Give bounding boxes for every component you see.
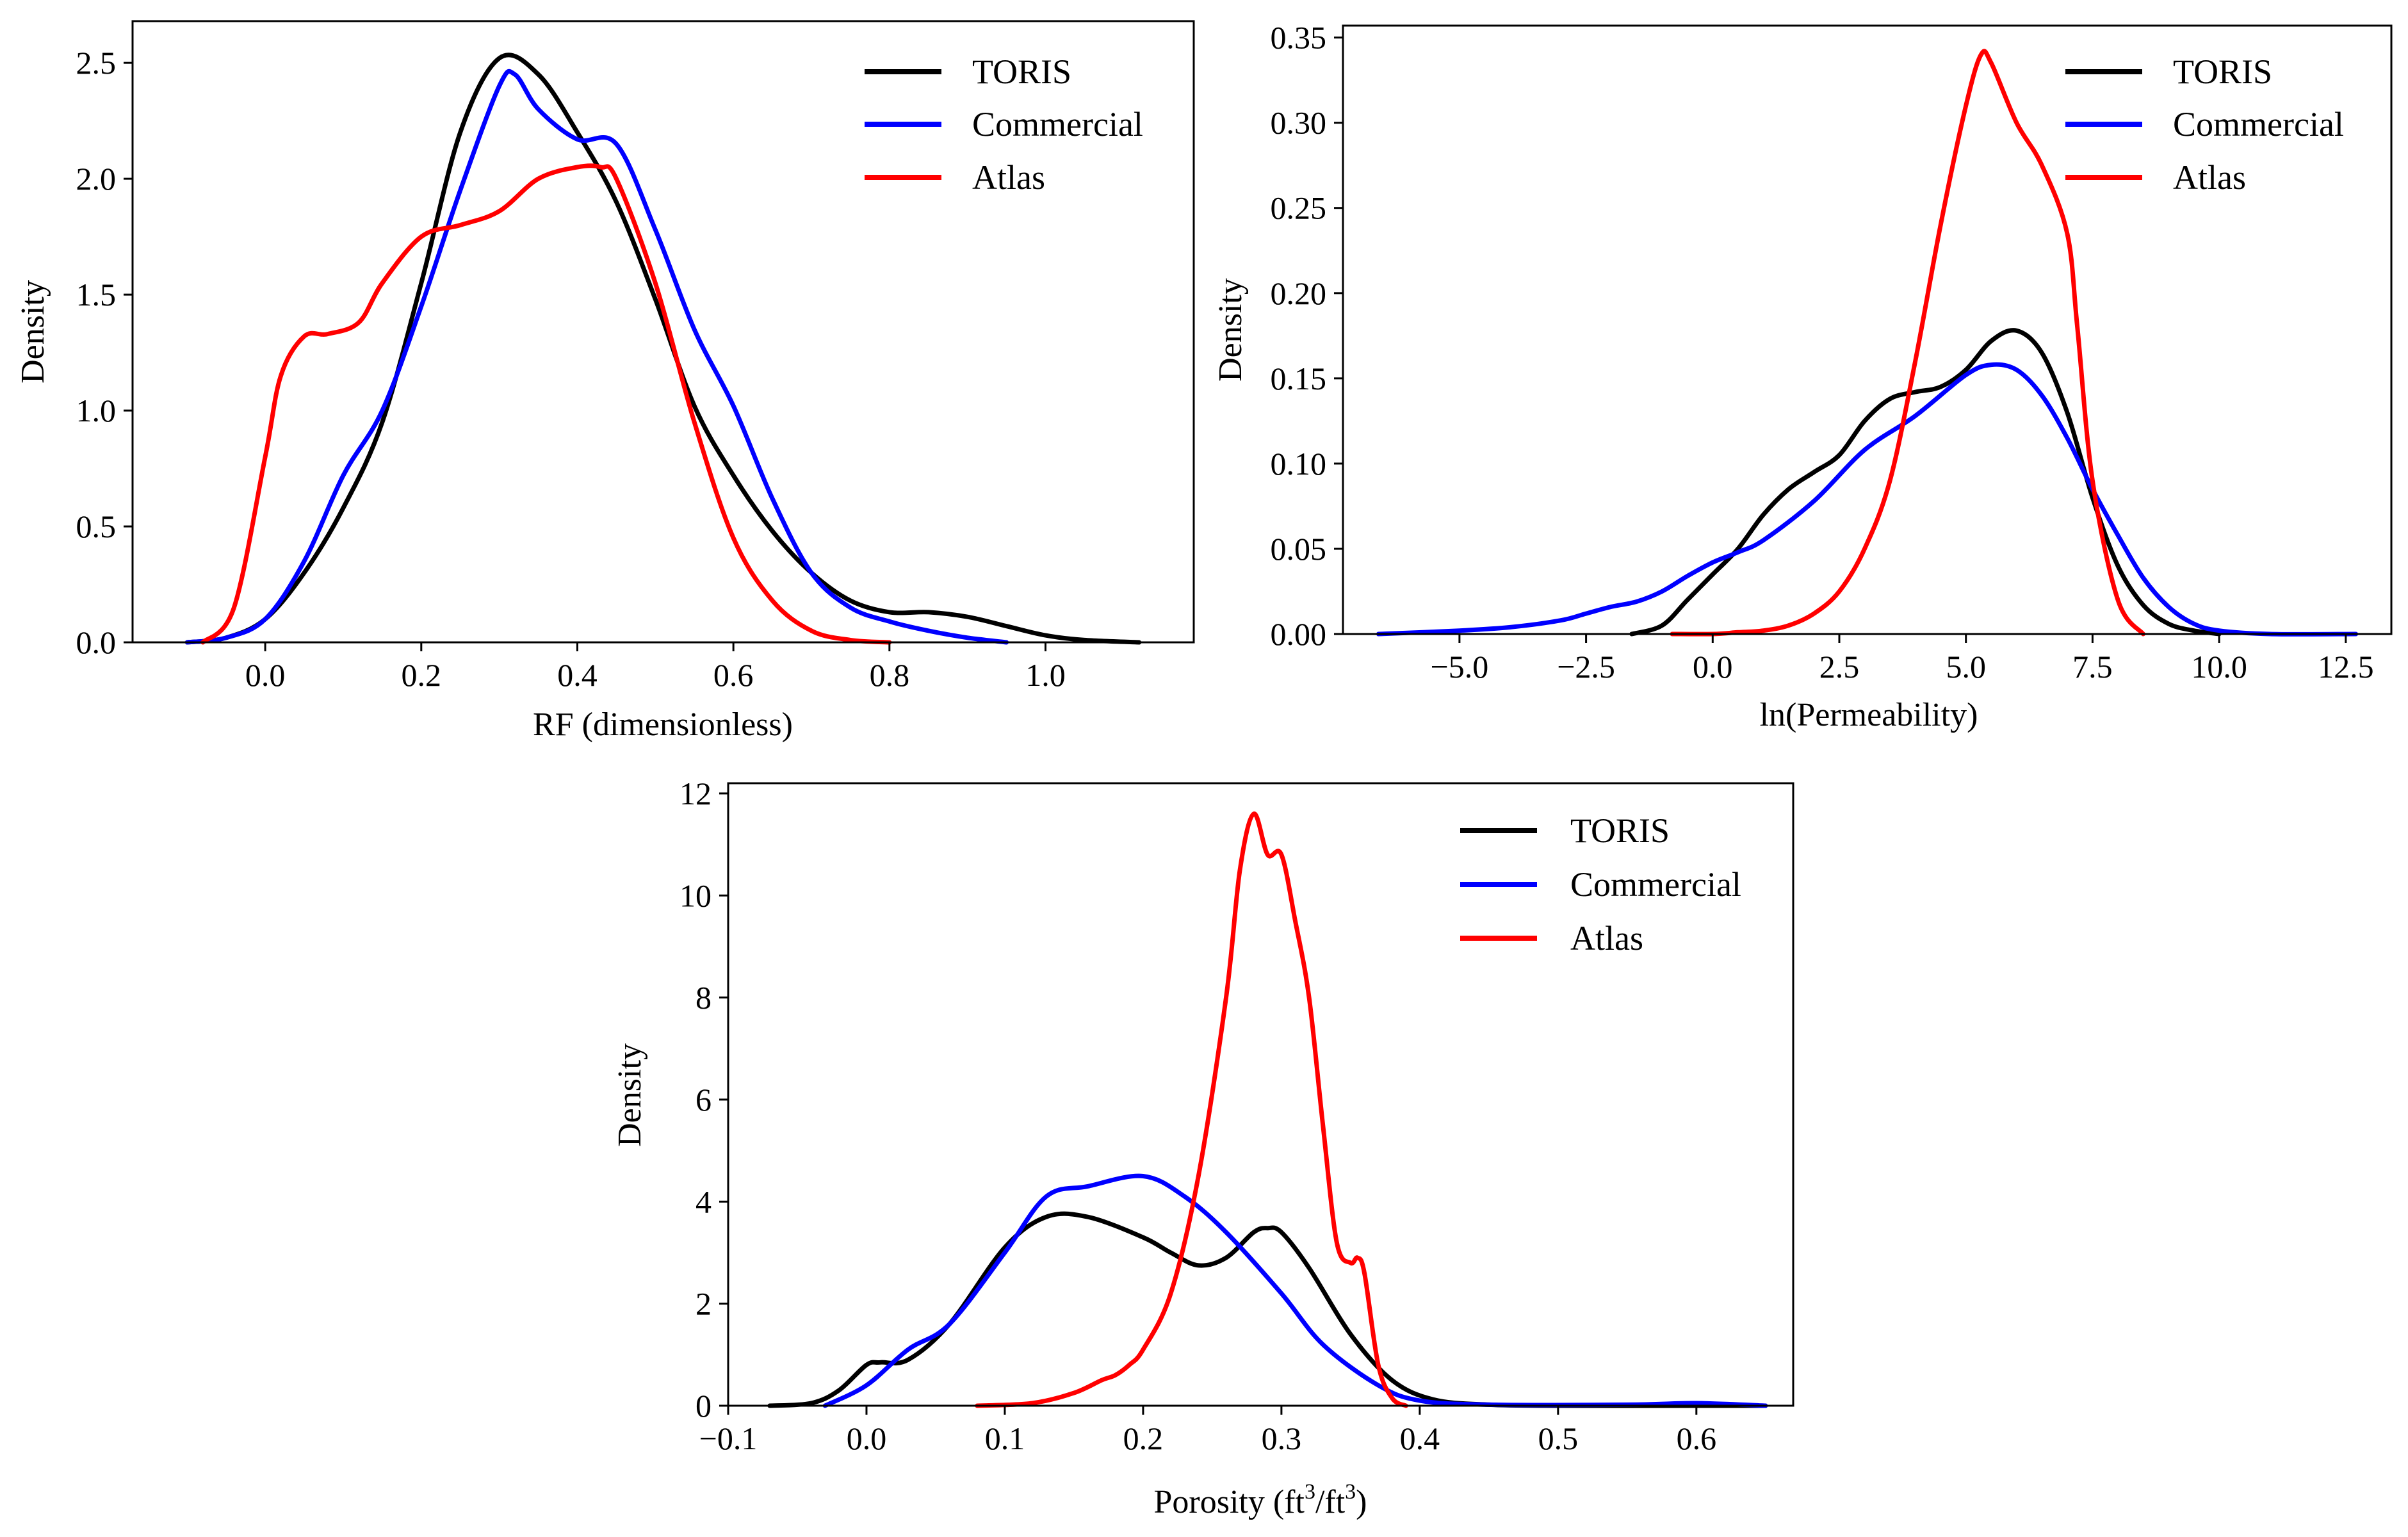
permeability-x-tick-label: −5.0 <box>1431 649 1489 685</box>
porosity-y-ticks: 0 2 4 6 8 10 12 <box>679 776 728 1424</box>
xlabel-sup-2: 3 <box>1345 1480 1356 1504</box>
legend-label-toris: TORIS <box>2173 53 2272 91</box>
rf-plot-frame <box>131 20 1195 644</box>
rf-y-ticks: 0.0 0.5 1.0 1.5 2.0 2.5 <box>76 45 133 660</box>
permeability-y-tick-label: 0.20 <box>1271 275 1327 311</box>
porosity-x-tick-label: 0.2 <box>1123 1420 1164 1456</box>
rf-y-tick-label: 1.5 <box>76 277 117 313</box>
rf-y-tick-label: 0.5 <box>76 508 117 544</box>
rf-x-tick-label: 0.0 <box>245 657 286 693</box>
porosity-y-axis-label: Density <box>612 1043 648 1147</box>
permeability-series-line-commercial <box>1376 362 2359 637</box>
permeability-x-tick-label: 12.5 <box>2318 649 2374 685</box>
permeability-series-line-toris <box>1629 328 2222 637</box>
legend-label-toris: TORIS <box>972 53 1071 91</box>
legend-label-commercial: Commercial <box>1570 865 1741 904</box>
rf-y-axis-label: Density <box>15 280 51 384</box>
porosity-y-tick-label: 8 <box>696 980 712 1016</box>
rf-density-chart: 0.0 0.2 0.4 0.6 0.8 1.0 0.0 0.5 1.0 1.5 2.0 2.5 RF… <box>15 20 1195 743</box>
permeability-x-tick-label: 0.0 <box>1693 649 1733 685</box>
porosity-series-line-atlas <box>975 811 1408 1408</box>
legend-label-atlas: Atlas <box>2173 158 2246 197</box>
legend-label-atlas: Atlas <box>972 158 1045 197</box>
porosity-x-axis-label: Porosity (ft3/ft3) <box>1154 1480 1367 1520</box>
permeability-y-tick-label: 0.30 <box>1271 105 1327 141</box>
porosity-x-tick-label: 0.6 <box>1677 1420 1717 1456</box>
rf-x-tick-label: 0.8 <box>870 657 910 693</box>
rf-y-tick-label: 2.0 <box>76 161 117 197</box>
porosity-x-tick-label: −0.1 <box>699 1420 758 1456</box>
permeability-y-ticks: 0.00 0.05 0.10 0.15 0.20 0.25 0.30 0.35 <box>1271 20 1343 652</box>
permeability-y-tick-label: 0.15 <box>1271 361 1327 396</box>
permeability-plot-frame <box>1342 24 2393 635</box>
porosity-legend: TORIS Commercial Atlas <box>1460 811 1741 957</box>
porosity-y-tick-label: 2 <box>696 1286 712 1322</box>
rf-legend: TORIS Commercial Atlas <box>865 53 1143 197</box>
porosity-x-ticks: −0.1 0.0 0.1 0.2 0.3 0.4 0.5 0.6 <box>699 1406 1716 1456</box>
legend-label-commercial: Commercial <box>2173 105 2344 143</box>
permeability-y-tick-label: 0.25 <box>1271 190 1327 226</box>
porosity-y-tick-label: 12 <box>679 776 712 811</box>
xlabel-part-1: Porosity (ft <box>1154 1484 1305 1520</box>
permeability-y-tick-label: 0.05 <box>1271 531 1327 567</box>
permeability-x-ticks: −5.0 −2.5 0.0 2.5 5.0 7.5 10.0 12.5 <box>1431 634 2374 685</box>
legend-label-commercial: Commercial <box>972 105 1143 143</box>
rf-series-line-commercial <box>184 69 1009 645</box>
permeability-x-tick-label: 5.0 <box>1946 649 1986 685</box>
xlabel-part-3: ) <box>1356 1484 1367 1520</box>
rf-x-tick-label: 0.6 <box>713 657 754 693</box>
permeability-x-tick-label: 2.5 <box>1819 649 1860 685</box>
rf-series-line-toris <box>184 53 1142 645</box>
rf-y-tick-label: 0.0 <box>76 624 117 660</box>
porosity-x-tick-label: 0.3 <box>1262 1420 1302 1456</box>
permeability-density-chart: −5.0 −2.5 0.0 2.5 5.0 7.5 10.0 12.5 0.00 0.05 0.1… <box>1212 20 2393 733</box>
legend-label-atlas: Atlas <box>1570 919 1643 957</box>
rf-x-ticks: 0.0 0.2 0.4 0.6 0.8 1.0 <box>245 642 1066 693</box>
porosity-x-tick-label: 0.5 <box>1538 1420 1579 1456</box>
porosity-plot-frame <box>727 782 1794 1407</box>
xlabel-part-2: /ft <box>1315 1484 1346 1520</box>
permeability-y-tick-label: 0.00 <box>1271 616 1327 652</box>
porosity-density-chart: −0.1 0.0 0.1 0.2 0.3 0.4 0.5 0.6 0 2 4 6 8 10 12 Poro… <box>612 776 1794 1520</box>
permeability-curves <box>1376 49 2359 637</box>
rf-x-tick-label: 0.4 <box>557 657 598 693</box>
permeability-x-tick-label: 10.0 <box>2191 649 2247 685</box>
porosity-y-tick-label: 6 <box>696 1082 712 1118</box>
porosity-x-tick-label: 0.4 <box>1400 1420 1440 1456</box>
porosity-x-tick-label: 0.0 <box>847 1420 887 1456</box>
legend-label-toris: TORIS <box>1570 811 1670 850</box>
rf-x-tick-label: 0.2 <box>402 657 442 693</box>
rf-x-axis-label: RF (dimensionless) <box>533 706 793 743</box>
permeability-legend: TORIS Commercial Atlas <box>2065 53 2344 197</box>
permeability-x-tick-label: 7.5 <box>2072 649 2113 685</box>
permeability-y-tick-label: 0.10 <box>1271 446 1327 482</box>
rf-y-tick-label: 2.5 <box>76 45 117 81</box>
porosity-y-tick-label: 10 <box>679 877 712 913</box>
permeability-x-tick-label: −2.5 <box>1557 649 1615 685</box>
porosity-y-tick-label: 4 <box>696 1183 712 1219</box>
permeability-series-line-atlas <box>1670 49 2145 637</box>
rf-curves <box>184 53 1142 645</box>
porosity-x-tick-label: 0.1 <box>985 1420 1025 1456</box>
permeability-x-axis-label: ln(Permeability) <box>1760 697 1978 733</box>
permeability-y-tick-label: 0.35 <box>1271 20 1327 56</box>
rf-series-line-atlas <box>200 163 892 645</box>
xlabel-sup-1: 3 <box>1305 1480 1315 1504</box>
porosity-y-tick-label: 0 <box>696 1388 712 1424</box>
rf-y-tick-label: 1.0 <box>76 393 117 428</box>
permeability-y-axis-label: Density <box>1212 278 1249 382</box>
rf-x-tick-label: 1.0 <box>1025 657 1066 693</box>
